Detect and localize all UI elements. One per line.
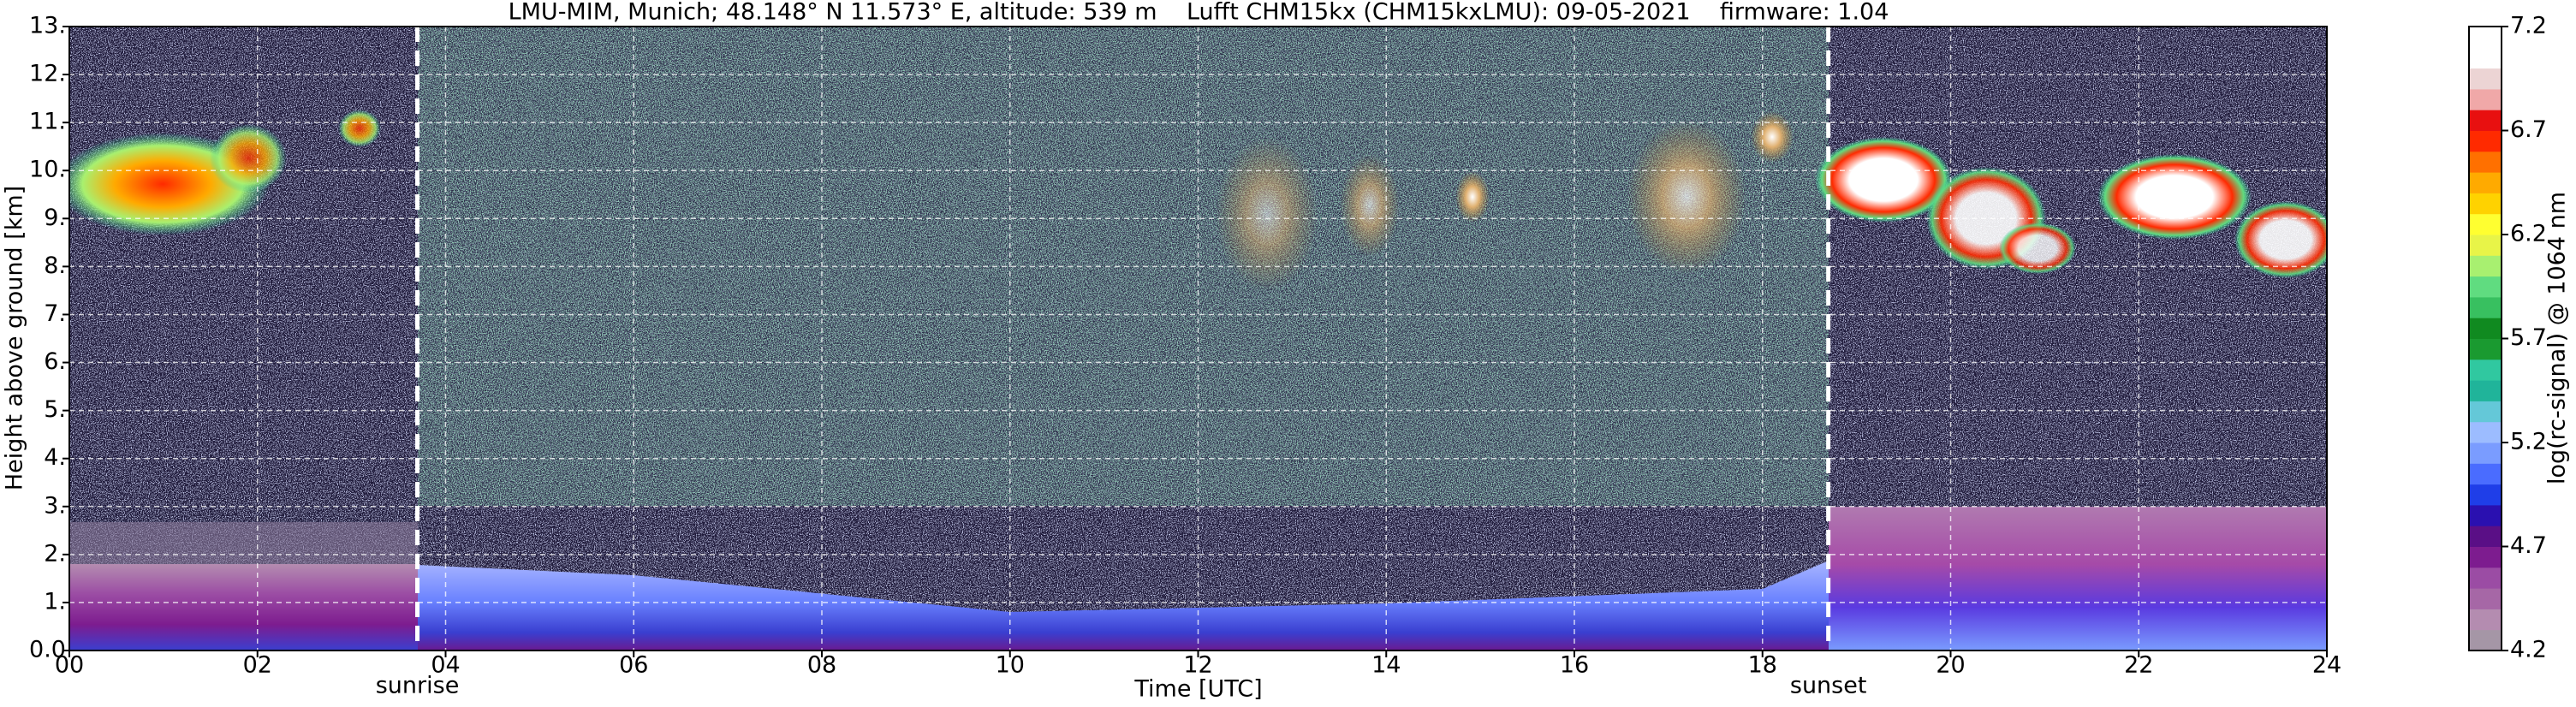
colorbar-segment (2469, 504, 2502, 526)
colorbar-segment (2469, 546, 2502, 568)
colorbar-tick-label: 6.2 (2510, 221, 2547, 247)
x-tick-label: 10 (996, 652, 1025, 679)
x-tick-label: 18 (1748, 652, 1777, 679)
y-tick-label: 10. (29, 157, 66, 183)
colorbar-segment (2469, 567, 2502, 589)
colorbar-segment (2469, 255, 2502, 277)
backscatter-image (69, 27, 2327, 651)
x-tick-label: 16 (1560, 652, 1589, 679)
y-tick-label: 5. (44, 396, 66, 423)
colorbar-segment (2469, 151, 2502, 173)
colorbar-tick-label: 4.7 (2510, 532, 2547, 559)
y-tick-label: 0.0 (29, 637, 66, 663)
x-tick-label: 22 (2124, 652, 2153, 679)
x-tick-label: 14 (1371, 652, 1401, 679)
x-axis-label: Time [UTC] (1133, 676, 1262, 703)
colorbar-segment (2469, 193, 2502, 215)
colorbar-segment (2469, 629, 2502, 651)
colorbar-segment (2469, 235, 2502, 256)
colorbar-tick-label: 6.7 (2510, 116, 2547, 143)
colorbar-segment (2469, 172, 2502, 193)
x-tick-label: 00 (55, 652, 84, 679)
colorbar-tick-label: 5.2 (2510, 429, 2547, 455)
colorbar-label: log(rc-signal) @ 1064 nm (2544, 192, 2571, 484)
colorbar-segment (2469, 526, 2502, 547)
y-tick-label: 2. (44, 540, 66, 567)
y-tick-label: 13. (29, 13, 66, 39)
y-tick-label: 12. (29, 61, 66, 87)
colorbar-segment (2469, 463, 2502, 485)
x-tick-label: 12 (1183, 652, 1212, 679)
colorbar-segment (2469, 484, 2502, 506)
y-tick-label: 11. (29, 109, 66, 135)
colorbar-segment (2469, 588, 2502, 609)
colorbar-segment (2469, 421, 2502, 443)
colorbar-tick-label: 5.7 (2510, 324, 2547, 351)
colorbar-tick-label: 4.2 (2510, 637, 2547, 663)
x-tick-label: 20 (1936, 652, 1965, 679)
colorbar-segment (2469, 296, 2502, 318)
x-tick-label: 24 (2312, 652, 2341, 679)
y-tick-label: 4. (44, 444, 66, 471)
y-tick-label: 7. (44, 300, 66, 327)
colorbar-segment (2469, 359, 2502, 381)
colorbar-segment (2469, 47, 2502, 69)
annotation-label: sunset (1790, 673, 1867, 699)
colorbar-segment (2469, 213, 2502, 235)
colorbar-segment (2469, 110, 2502, 131)
colorbar-segment (2469, 609, 2502, 631)
y-tick-label: 3. (44, 492, 66, 519)
x-tick-label: 08 (807, 652, 836, 679)
x-tick-label: 04 (431, 652, 460, 679)
y-tick-label: 6. (44, 348, 66, 375)
colorbar-segment (2469, 276, 2502, 298)
colorbar-segment (2469, 380, 2502, 401)
chart-title: LMU-MIM, Munich; 48.148° N 11.573° E, al… (509, 0, 1889, 26)
colorbar-segment (2469, 318, 2502, 339)
x-tick-label: 02 (243, 652, 272, 679)
colorbar-segment (2469, 88, 2502, 110)
annotation-label: sunrise (376, 673, 460, 699)
colorbar-segment (2469, 401, 2502, 423)
colorbar-segment (2469, 27, 2502, 48)
y-tick-label: 8. (44, 253, 66, 279)
colorbar-segment (2469, 130, 2502, 152)
y-tick-label: 9. (44, 205, 66, 231)
colorbar-segment (2469, 443, 2502, 464)
colorbar-segment (2469, 338, 2502, 360)
x-tick-label: 06 (619, 652, 648, 679)
y-tick-label: 1. (44, 588, 66, 615)
colorbar-segment (2469, 68, 2502, 90)
y-axis-label: Height above ground [km] (2, 186, 28, 490)
colorbar-tick-label: 7.2 (2510, 13, 2547, 39)
